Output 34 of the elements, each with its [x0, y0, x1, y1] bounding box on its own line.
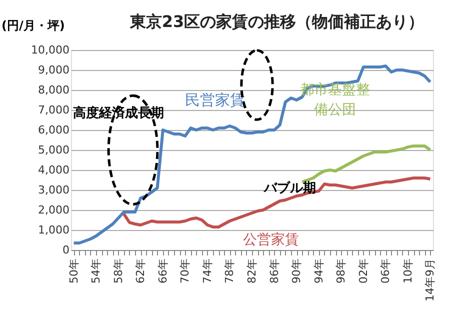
y-tick-label: 1,000: [38, 224, 70, 236]
x-tick-label: 78年: [223, 258, 236, 284]
y-tick-label: 2,000: [38, 204, 70, 216]
chart-title: 東京23区の家賃の推移（物価補正あり）: [128, 12, 424, 31]
y-tick-label: 4,000: [38, 164, 70, 176]
x-tick-label: 54年: [90, 258, 103, 284]
x-tick-label: 90年: [290, 258, 304, 284]
x-tick-label: 02年: [356, 258, 370, 284]
x-tick-label: 50年: [67, 258, 80, 284]
x-tick-label: 70年: [178, 258, 192, 284]
y-tick-label: 6,000: [38, 124, 70, 136]
x-tick-label: 66年: [156, 258, 170, 284]
y-tick-label: 5,000: [38, 144, 70, 156]
y-tick-label: 7,000: [38, 104, 70, 116]
x-tick-label: 82年: [246, 258, 258, 284]
x-tick-label: 10年: [401, 258, 414, 284]
x-tick-label: 98年: [334, 258, 348, 284]
x-tick-label: 86年: [268, 258, 281, 284]
series-label: 公営家賃: [243, 232, 299, 248]
series-label: 民営家賃: [185, 91, 245, 109]
x-tick-label: 06年: [379, 258, 392, 284]
y-tick-label: 10,000: [31, 44, 70, 56]
line-series: [122, 176, 432, 228]
y-tick-label: 3,000: [38, 184, 70, 196]
x-tick-label: 94年: [312, 258, 326, 284]
x-tick-label: 74年: [200, 258, 214, 284]
y-tick-label: 9,000: [38, 64, 70, 76]
y-tick-label: 8,000: [38, 84, 70, 96]
y-tick-label: 0: [62, 244, 70, 256]
x-tick-label: 14年9月: [424, 258, 437, 302]
y-axis-title: (円/月・坪): [2, 18, 65, 32]
x-tick-label: 62年: [134, 258, 148, 284]
line-series: [72, 64, 432, 244]
x-tick-label: 58年: [112, 258, 125, 284]
